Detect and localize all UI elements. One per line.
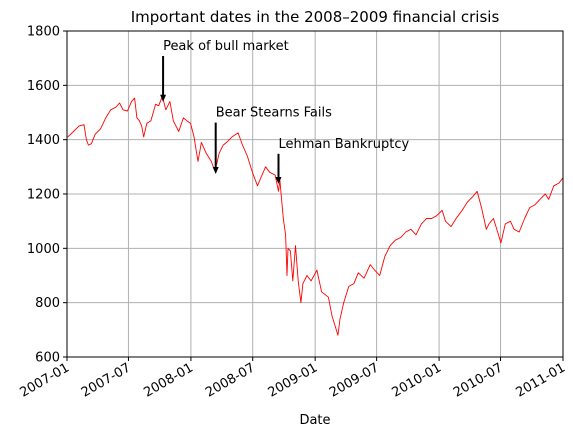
y-tick-label: 1400 bbox=[27, 133, 60, 148]
x-tick-label: 2007-01 bbox=[17, 360, 72, 400]
annotation-arrowhead bbox=[212, 167, 219, 175]
x-tick-label: 2010-01 bbox=[390, 360, 445, 400]
x-tick-label: 2011-01 bbox=[513, 360, 568, 400]
x-tick-label: 2009-07 bbox=[327, 360, 382, 400]
chart-title: Important dates in the 2008–2009 financi… bbox=[131, 8, 500, 26]
annotation-arrowhead bbox=[275, 176, 282, 184]
annotation-arrowhead bbox=[160, 94, 167, 102]
x-tick-label: 2008-07 bbox=[203, 360, 258, 400]
x-tick-label: 2007-07 bbox=[79, 360, 134, 400]
grid-layer bbox=[66, 30, 564, 358]
annotation-label: Peak of bull market bbox=[163, 39, 289, 54]
y-tick-label: 1200 bbox=[27, 188, 60, 203]
x-axis-label: Date bbox=[299, 413, 330, 428]
annotation-layer: Peak of bull market Bear Stearns Fails Leh… bbox=[160, 39, 409, 184]
tick-layer: 600 800 1000 1200 1400 1600 1800 2007-01 2007-07… bbox=[17, 25, 568, 401]
y-tick-label: 600 bbox=[35, 351, 60, 366]
y-tick-label: 1600 bbox=[27, 79, 60, 94]
annotation-label: Bear Stearns Fails bbox=[216, 106, 332, 121]
annotation-label: Lehman Bankruptcy bbox=[279, 137, 410, 152]
series-line-0 bbox=[67, 95, 564, 336]
x-tick-label: 2008-01 bbox=[141, 360, 196, 400]
x-tick-label: 2010-07 bbox=[451, 360, 506, 400]
y-tick-label: 1800 bbox=[27, 25, 60, 40]
y-tick-label: 1000 bbox=[27, 242, 60, 257]
y-tick-label: 800 bbox=[35, 296, 60, 311]
series-layer bbox=[67, 95, 564, 336]
x-tick-label: 2009-01 bbox=[266, 360, 321, 400]
